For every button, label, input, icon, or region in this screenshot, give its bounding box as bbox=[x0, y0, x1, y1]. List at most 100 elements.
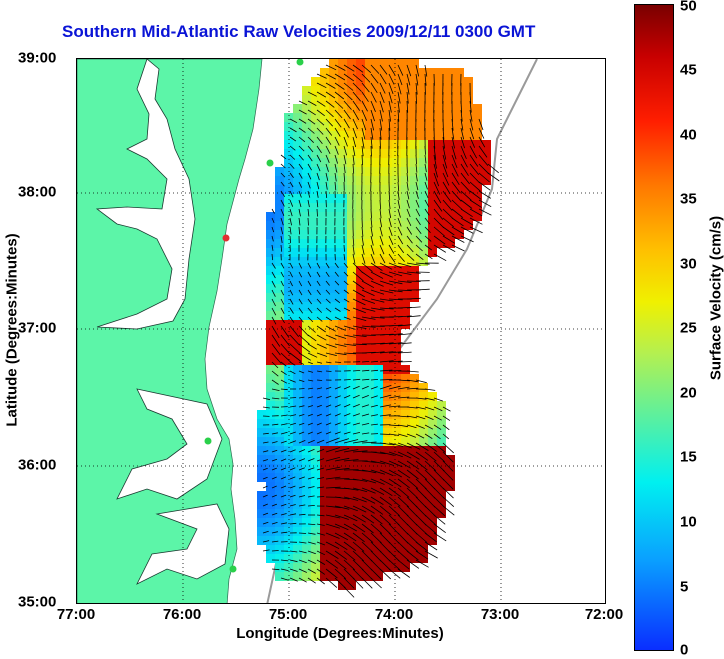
velocity-arrow bbox=[415, 235, 423, 243]
velocity-cell bbox=[311, 131, 320, 140]
velocity-arrow bbox=[406, 451, 420, 460]
velocity-cell bbox=[257, 464, 266, 473]
velocity-cell bbox=[311, 455, 320, 464]
velocity-arrow bbox=[433, 199, 443, 212]
velocity-arrow bbox=[271, 217, 275, 223]
velocity-cell bbox=[275, 491, 284, 500]
velocity-arrow bbox=[469, 199, 482, 208]
velocity-arrow bbox=[478, 199, 492, 208]
velocity-cell bbox=[446, 167, 455, 176]
velocity-arrow bbox=[352, 325, 367, 329]
velocity-arrow bbox=[469, 109, 473, 122]
velocity-arrow bbox=[415, 217, 421, 226]
velocity-cell bbox=[293, 455, 302, 464]
velocity-cell bbox=[347, 212, 356, 221]
velocity-cell bbox=[302, 419, 311, 428]
velocity-arrow bbox=[280, 577, 289, 581]
colorbar-tick: 0 bbox=[680, 641, 689, 659]
velocity-cell bbox=[464, 77, 473, 86]
velocity-cell bbox=[383, 437, 392, 446]
velocity-cell bbox=[293, 437, 302, 446]
velocity-cell bbox=[383, 131, 392, 140]
velocity-cell bbox=[293, 194, 302, 203]
velocity-cell bbox=[419, 455, 428, 464]
velocity-arrow bbox=[280, 531, 288, 534]
velocity-cell bbox=[419, 203, 428, 212]
velocity-cell bbox=[347, 320, 356, 329]
velocity-cell bbox=[464, 194, 473, 203]
velocity-arrow bbox=[343, 413, 351, 417]
velocity-cell bbox=[356, 194, 365, 203]
velocity-cell bbox=[392, 329, 401, 338]
sound-water bbox=[116, 388, 223, 500]
velocity-arrow bbox=[388, 190, 391, 201]
velocity-cell bbox=[329, 545, 338, 554]
velocity-arrow bbox=[352, 91, 362, 102]
velocity-cell bbox=[401, 140, 410, 149]
velocity-arrow bbox=[307, 343, 317, 350]
velocity-cell bbox=[266, 446, 275, 455]
velocity-arrow bbox=[433, 145, 437, 160]
velocity-cell bbox=[320, 536, 329, 545]
velocity-cell bbox=[311, 572, 320, 581]
velocity-arrow bbox=[307, 370, 314, 373]
velocity-arrow bbox=[397, 433, 408, 437]
velocity-arrow bbox=[415, 496, 427, 508]
velocity-cell bbox=[464, 203, 473, 212]
velocity-cell bbox=[338, 536, 347, 545]
velocity-arrow bbox=[388, 496, 401, 507]
velocity-cell bbox=[311, 374, 320, 383]
velocity-cell bbox=[320, 77, 329, 86]
velocity-cell bbox=[329, 320, 338, 329]
velocity-arrow bbox=[352, 532, 365, 543]
velocity-arrow bbox=[343, 91, 353, 101]
velocity-cell bbox=[338, 239, 347, 248]
velocity-arrow bbox=[379, 469, 394, 477]
velocity-arrow bbox=[280, 307, 285, 314]
velocity-arrow bbox=[361, 145, 364, 157]
velocity-arrow bbox=[379, 532, 391, 544]
velocity-arrow bbox=[271, 441, 278, 444]
velocity-arrow bbox=[379, 369, 393, 372]
velocity-cell bbox=[446, 140, 455, 149]
velocity-arrow bbox=[370, 73, 379, 84]
velocity-cell bbox=[410, 149, 419, 158]
velocity-arrow bbox=[460, 136, 465, 149]
velocity-cell bbox=[365, 482, 374, 491]
velocity-arrow bbox=[460, 109, 463, 122]
velocity-arrow bbox=[415, 91, 417, 104]
velocity-arrow bbox=[280, 244, 283, 252]
velocity-arrow bbox=[298, 422, 305, 426]
velocity-cell bbox=[284, 113, 293, 122]
velocity-arrow bbox=[442, 190, 452, 203]
velocity-arrow bbox=[406, 370, 419, 373]
velocity-arrow bbox=[271, 449, 278, 453]
velocity-cell bbox=[383, 365, 392, 374]
velocity-arrow bbox=[361, 118, 367, 131]
velocity-arrow bbox=[451, 118, 454, 131]
velocity-cell bbox=[275, 437, 284, 446]
velocity-arrow bbox=[325, 118, 333, 127]
velocity-cell bbox=[338, 59, 347, 68]
velocity-cell bbox=[302, 491, 311, 500]
velocity-cell bbox=[302, 545, 311, 554]
velocity-arrow bbox=[298, 217, 301, 226]
velocity-arrow bbox=[325, 190, 328, 198]
velocity-arrow bbox=[325, 325, 336, 332]
velocity-cell bbox=[455, 149, 464, 158]
velocity-arrow bbox=[289, 485, 296, 489]
velocity-arrow bbox=[325, 82, 336, 89]
velocity-cell bbox=[266, 302, 275, 311]
velocity-arrow bbox=[280, 316, 285, 324]
velocity-arrow bbox=[325, 550, 339, 559]
velocity-cell bbox=[293, 410, 302, 419]
velocity-cell bbox=[401, 500, 410, 509]
velocity-cell bbox=[293, 167, 302, 176]
velocity-arrow bbox=[307, 181, 311, 189]
velocity-arrow bbox=[316, 379, 323, 381]
velocity-cell bbox=[311, 104, 320, 113]
velocity-arrow bbox=[379, 351, 394, 354]
velocity-cell bbox=[320, 293, 329, 302]
velocity-arrow bbox=[334, 467, 350, 471]
velocity-arrow bbox=[325, 541, 340, 549]
